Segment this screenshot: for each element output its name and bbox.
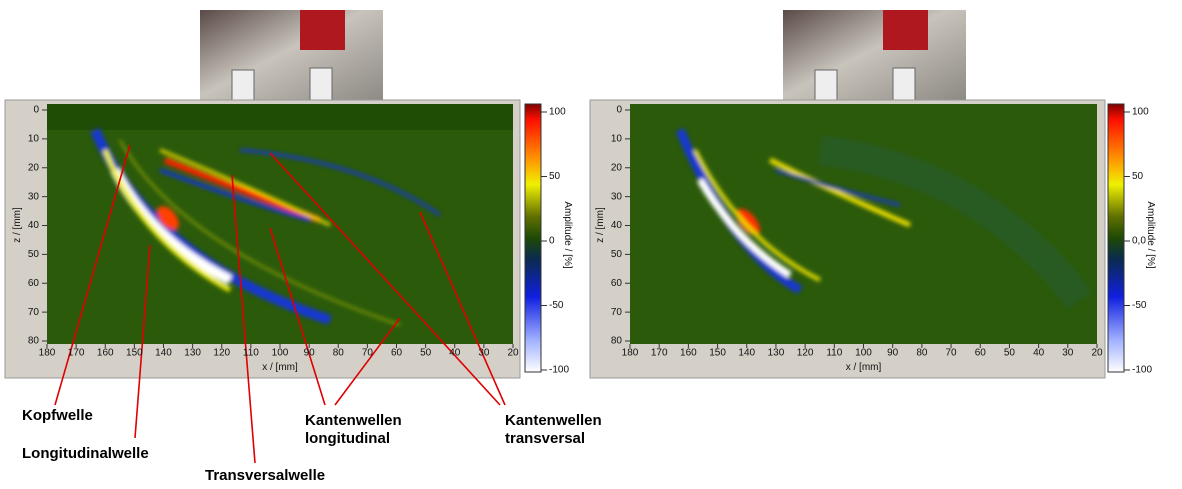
colorbar (525, 104, 541, 372)
y-tick-label: 30 (28, 191, 40, 202)
x-tick-label: 150 (709, 348, 726, 359)
x-tick-label: 120 (213, 348, 230, 359)
x-tick-label: 170 (651, 348, 668, 359)
y-tick-label: 70 (611, 307, 623, 318)
annotation: Transversalwelle (205, 467, 325, 484)
x-tick-label: 50 (1004, 348, 1016, 359)
x-tick-label: 30 (478, 348, 490, 359)
x-tick-label: 130 (184, 348, 201, 359)
colorbar-tick-label: 100 (549, 107, 566, 118)
colorbar-label: Amplitude / [%] (562, 201, 573, 268)
x-tick-label: 170 (68, 348, 85, 359)
y-tick-label: 60 (611, 278, 623, 289)
x-tick-label: 60 (391, 348, 403, 359)
colorbar-tick-label: -50 (1132, 300, 1147, 311)
colorbar (1108, 104, 1124, 372)
x-tick-label: 140 (155, 348, 172, 359)
panel-frame (5, 100, 520, 378)
colorbar-tick-label: -100 (549, 365, 569, 376)
x-tick-label: 160 (97, 348, 114, 359)
photo (200, 10, 383, 106)
annotation: Kopfwelle (22, 407, 93, 424)
colorbar-tick-label: 0,0 (1132, 236, 1146, 247)
colorbar-tick-label: 50 (549, 171, 561, 182)
x-tick-label: 80 (333, 348, 345, 359)
x-tick-label: 20 (507, 348, 519, 359)
x-axis-label: x / [mm] (846, 362, 882, 373)
x-tick-label: 20 (1091, 348, 1103, 359)
x-tick-label: 110 (243, 348, 259, 359)
y-tick-label: 10 (28, 134, 40, 145)
y-tick-label: 40 (611, 220, 623, 231)
x-tick-label: 40 (1033, 348, 1045, 359)
y-tick-label: 80 (28, 336, 40, 347)
y-tick-label: 50 (611, 249, 623, 260)
y-tick-label: 70 (28, 307, 40, 318)
x-axis-label: x / [mm] (262, 362, 298, 373)
annotation: longitudinal (305, 430, 390, 447)
y-tick-label: 0 (33, 105, 39, 116)
y-tick-label: 10 (611, 134, 623, 145)
panel-frame (590, 100, 1105, 378)
x-tick-label: 70 (946, 348, 958, 359)
y-tick-label: 0 (616, 105, 622, 116)
colorbar-tick-label: -50 (549, 300, 564, 311)
x-tick-label: 80 (916, 348, 928, 359)
x-tick-label: 60 (975, 348, 987, 359)
annotation: Longitudinalwelle (22, 445, 149, 462)
x-tick-label: 180 (39, 348, 56, 359)
y-axis-label: z / [mm] (595, 207, 606, 243)
x-tick-label: 40 (449, 348, 461, 359)
x-tick-label: 150 (126, 348, 143, 359)
x-tick-label: 90 (887, 348, 899, 359)
annotation: Kantenwellen (305, 412, 402, 429)
annotation: transversal (505, 430, 585, 447)
y-tick-label: 60 (28, 278, 40, 289)
y-tick-label: 80 (611, 336, 623, 347)
y-tick-label: 20 (611, 162, 623, 173)
colorbar-tick-label: 0 (549, 236, 555, 247)
colorbar-tick-label: 50 (1132, 171, 1144, 182)
x-tick-label: 140 (738, 348, 755, 359)
y-tick-label: 40 (28, 220, 40, 231)
colorbar-tick-label: 100 (1132, 107, 1149, 118)
y-axis-label: z / [mm] (12, 207, 23, 243)
x-tick-label: 70 (362, 348, 374, 359)
colorbar-label: Amplitude / [%] (1145, 201, 1156, 268)
x-tick-label: 160 (680, 348, 697, 359)
x-tick-label: 130 (768, 348, 785, 359)
x-tick-label: 180 (622, 348, 639, 359)
x-tick-label: 110 (826, 348, 842, 359)
y-tick-label: 30 (611, 191, 623, 202)
x-tick-label: 90 (304, 348, 316, 359)
photo (783, 10, 966, 106)
colorbar-tick-label: -100 (1132, 365, 1152, 376)
x-tick-label: 120 (797, 348, 814, 359)
annotation: Kantenwellen (505, 412, 602, 429)
page: {"panels": [ {"x_label": "x / [mm]", "y_… (0, 0, 1182, 489)
x-tick-label: 100 (855, 348, 872, 359)
y-tick-label: 20 (28, 162, 40, 173)
figure: 1801701601501401301201101009080706050403… (0, 0, 1182, 489)
x-tick-label: 100 (272, 348, 289, 359)
y-tick-label: 50 (28, 249, 40, 260)
x-tick-label: 30 (1062, 348, 1074, 359)
x-tick-label: 50 (420, 348, 432, 359)
